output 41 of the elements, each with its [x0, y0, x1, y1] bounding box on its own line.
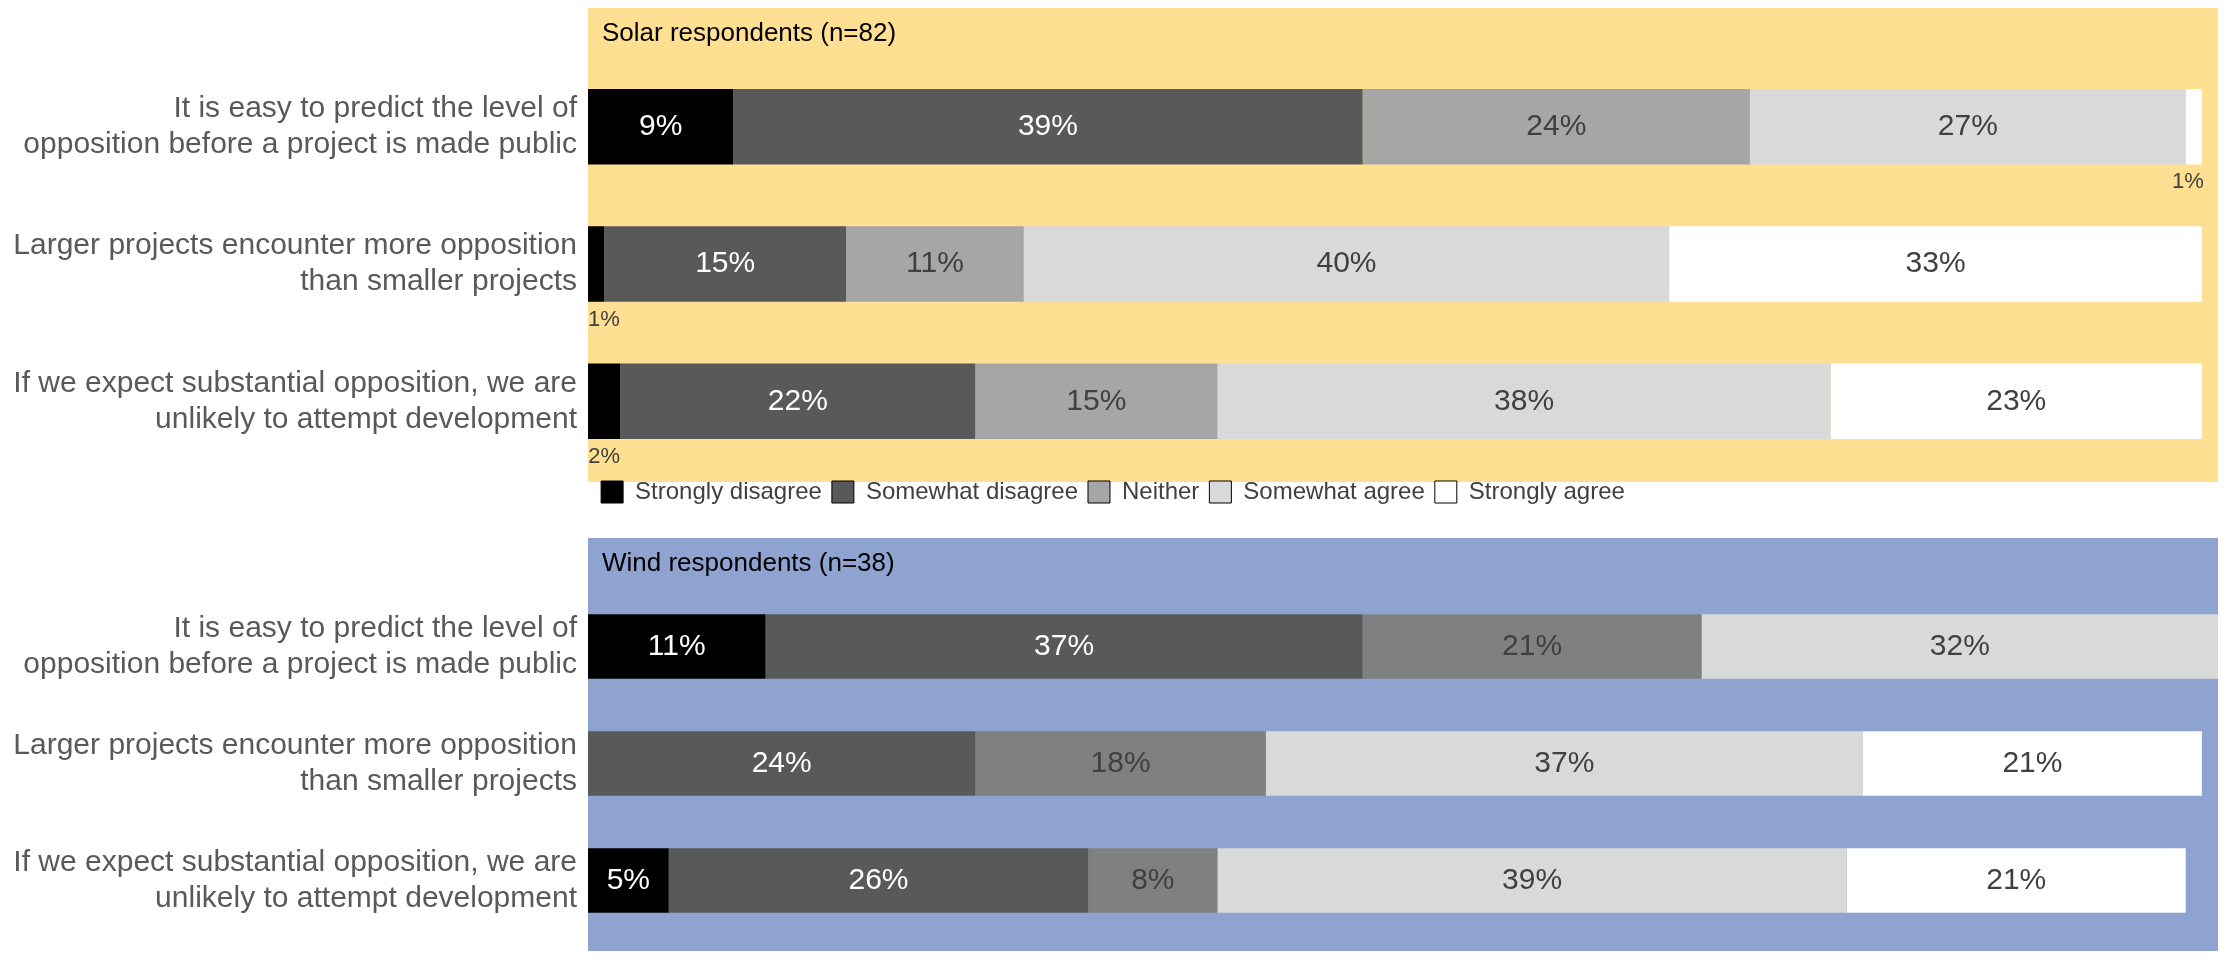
- data-label: 8%: [1131, 861, 1175, 895]
- data-label: 5%: [606, 861, 651, 895]
- legend-label: Neither: [1122, 476, 1200, 504]
- y-tick-label: If we expect substantial opposition, we are unlikely to attempt development: [13, 843, 578, 913]
- legend-label: Somewhat disagree: [865, 476, 1078, 504]
- data-label: 37%: [1534, 744, 1595, 778]
- data-label: 18%: [1090, 744, 1151, 778]
- data-label: 21%: [1502, 627, 1563, 661]
- data-label: 15%: [695, 245, 756, 279]
- legend-label: Strongly disagree: [635, 476, 822, 504]
- data-label: 33%: [1905, 245, 1966, 279]
- data-label: 9%: [638, 107, 683, 141]
- y-tick-label: It is easy to predict the level of opposition before a project is made public: [23, 89, 578, 159]
- y-tick-label: It is easy to predict the level of opposition before a project is made public: [23, 609, 578, 679]
- legend-label: Strongly agree: [1468, 476, 1625, 504]
- data-label: 11%: [906, 245, 964, 279]
- data-label: 26%: [848, 861, 909, 895]
- data-label: 15%: [1066, 382, 1127, 416]
- y-tick-label: Larger projects encounter more opposition than smaller projects: [13, 726, 577, 796]
- data-label: 2%: [588, 443, 621, 469]
- data-label: 39%: [1502, 861, 1563, 895]
- data-label: 40%: [1316, 245, 1377, 279]
- y-tick-label: If we expect substantial opposition, we are unlikely to attempt development: [13, 364, 578, 434]
- data-label: 24%: [751, 744, 812, 778]
- chart-title: Solar respondents (n=82): [602, 17, 897, 48]
- y-tick-label: Larger projects encounter more opposition than smaller projects: [13, 227, 577, 297]
- data-label: 37%: [1034, 627, 1095, 661]
- legend-label: Somewhat agree: [1243, 476, 1425, 504]
- data-label: 21%: [2002, 744, 2063, 778]
- data-label: 22%: [767, 382, 828, 416]
- data-label: 39%: [1017, 107, 1078, 141]
- data-label: 38%: [1494, 382, 1555, 416]
- data-label: 32%: [1929, 627, 1990, 661]
- data-label: 1%: [588, 305, 620, 331]
- data-label: 27%: [1937, 107, 1998, 141]
- data-label: 23%: [1986, 382, 2047, 416]
- data-label: 21%: [1986, 861, 2047, 895]
- data-label: 11%: [647, 627, 706, 661]
- data-label: 24%: [1526, 107, 1587, 141]
- data-label: 1%: [2172, 168, 2204, 194]
- chart-title: Wind respondents (n=38): [602, 547, 895, 578]
